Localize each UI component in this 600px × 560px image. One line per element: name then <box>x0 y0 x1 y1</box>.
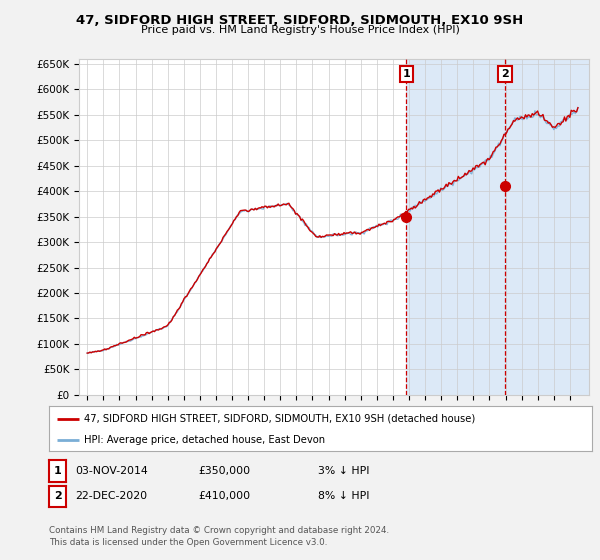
Text: Contains HM Land Registry data © Crown copyright and database right 2024.: Contains HM Land Registry data © Crown c… <box>49 526 389 535</box>
Text: £350,000: £350,000 <box>198 466 250 476</box>
Text: 8% ↓ HPI: 8% ↓ HPI <box>318 491 370 501</box>
Text: 03-NOV-2014: 03-NOV-2014 <box>75 466 148 476</box>
Text: This data is licensed under the Open Government Licence v3.0.: This data is licensed under the Open Gov… <box>49 538 328 547</box>
Text: 47, SIDFORD HIGH STREET, SIDFORD, SIDMOUTH, EX10 9SH (detached house): 47, SIDFORD HIGH STREET, SIDFORD, SIDMOU… <box>85 413 476 423</box>
Text: 1: 1 <box>54 466 61 476</box>
Text: Price paid vs. HM Land Registry's House Price Index (HPI): Price paid vs. HM Land Registry's House … <box>140 25 460 35</box>
Text: 1: 1 <box>403 69 410 79</box>
Text: 47, SIDFORD HIGH STREET, SIDFORD, SIDMOUTH, EX10 9SH: 47, SIDFORD HIGH STREET, SIDFORD, SIDMOU… <box>76 14 524 27</box>
Text: 22-DEC-2020: 22-DEC-2020 <box>75 491 147 501</box>
Bar <box>406 59 505 395</box>
Text: 2: 2 <box>54 491 61 501</box>
Text: HPI: Average price, detached house, East Devon: HPI: Average price, detached house, East… <box>85 435 326 445</box>
Bar <box>505 59 589 395</box>
Text: £410,000: £410,000 <box>198 491 250 501</box>
Text: 3% ↓ HPI: 3% ↓ HPI <box>318 466 370 476</box>
Text: 2: 2 <box>501 69 509 79</box>
